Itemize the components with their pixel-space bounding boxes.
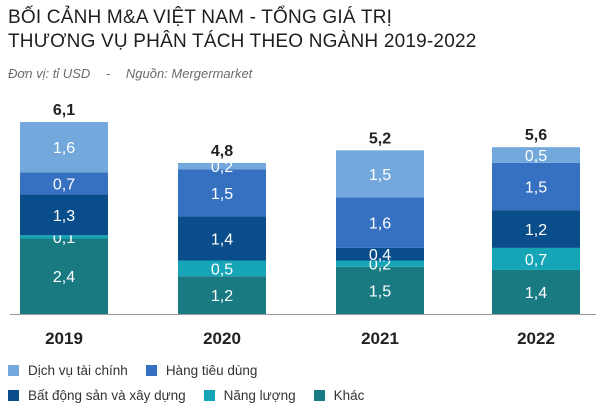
legend-item: Khác bbox=[313, 388, 365, 403]
legend-label: Bất động sản và xây dựng bbox=[28, 388, 186, 403]
bar-segment-2021-3 bbox=[336, 197, 424, 248]
bar-segment-2022-1 bbox=[492, 247, 580, 270]
data-label-2020-3: 1,5 bbox=[211, 186, 233, 203]
chart-title-line-2: THƯƠNG VỤ PHÂN TÁCH THEO NGÀNH 2019-2022 bbox=[8, 31, 477, 52]
x-tick-label-2021: 2021 bbox=[361, 329, 399, 348]
data-label-2021-0: 1,5 bbox=[369, 283, 391, 300]
data-label-2021-1: 0,2 bbox=[369, 257, 391, 274]
bar-segment-2020-0 bbox=[178, 276, 266, 314]
bar-segment-2021-1 bbox=[336, 260, 424, 267]
data-label-2022-2: 1,2 bbox=[525, 222, 547, 239]
x-tick-label-2022: 2022 bbox=[517, 329, 555, 348]
source-label: Nguồn: Mergermarket bbox=[125, 66, 253, 81]
legend-item: Bất động sản và xây dựng bbox=[8, 388, 186, 403]
bar-segment-2022-3 bbox=[492, 162, 580, 211]
legend-swatch bbox=[313, 390, 325, 401]
bar-segment-2022-0 bbox=[492, 269, 580, 314]
data-label-2020-1: 0,5 bbox=[211, 261, 233, 278]
legend-row: Bất động sản và xây dựng Năng lượng Khác bbox=[8, 383, 598, 408]
data-label-2021-2: 0,4 bbox=[369, 247, 391, 264]
legend-swatch bbox=[203, 390, 215, 401]
data-label-2020-2: 1,4 bbox=[211, 231, 233, 248]
bar-segment-2022-4 bbox=[492, 147, 580, 163]
legend-swatch bbox=[8, 365, 19, 376]
bar-segment-2019-3 bbox=[20, 172, 108, 195]
bar-segment-2022-2 bbox=[492, 210, 580, 248]
total-label-2022: 5,6 bbox=[525, 127, 547, 144]
legend-label: Dịch vụ tài chính bbox=[28, 363, 128, 378]
bar-segment-2019-2 bbox=[20, 194, 108, 236]
data-label-2022-1: 0,7 bbox=[525, 252, 547, 269]
x-tick-label-2020: 2020 bbox=[203, 329, 241, 348]
legend-swatch bbox=[8, 390, 19, 401]
data-label-2020-4: 0,2 bbox=[211, 159, 233, 176]
legend-item: Hàng tiêu dùng bbox=[145, 363, 258, 378]
bar-segment-2019-1 bbox=[20, 235, 108, 239]
bar-segment-2019-0 bbox=[20, 238, 108, 314]
subtitle-separator: - bbox=[105, 66, 111, 81]
chart-legend: Dịch vụ tài chính Hàng tiêu dùng Bất động … bbox=[8, 358, 598, 408]
total-label-2019: 6,1 bbox=[53, 102, 75, 119]
bar-segment-2021-2 bbox=[336, 247, 424, 261]
data-label-2019-2: 1,3 bbox=[53, 208, 75, 225]
legend-row: Dịch vụ tài chính Hàng tiêu dùng bbox=[8, 358, 598, 383]
bar-segment-2020-4 bbox=[178, 162, 266, 170]
data-label-2019-4: 1,6 bbox=[53, 140, 75, 157]
bar-segment-2020-1 bbox=[178, 260, 266, 277]
bar-segment-2020-3 bbox=[178, 169, 266, 217]
legend-label: Năng lượng bbox=[223, 388, 296, 403]
data-label-2022-3: 1,5 bbox=[525, 180, 547, 197]
total-label-2020: 4,8 bbox=[211, 143, 233, 160]
legend-swatch bbox=[145, 365, 157, 376]
data-label-2021-4: 1,5 bbox=[369, 167, 391, 184]
chart-subtitle: Đơn vị: tỉ USD - Nguồn: Mergermarket bbox=[8, 66, 252, 81]
data-label-2022-0: 1,4 bbox=[525, 285, 547, 302]
bar-segment-2019-4 bbox=[20, 122, 108, 173]
bar-segment-2021-0 bbox=[336, 266, 424, 314]
legend-item: Dịch vụ tài chính bbox=[8, 363, 128, 378]
data-label-2022-4: 0,5 bbox=[525, 148, 547, 165]
data-label-2021-3: 1,6 bbox=[369, 216, 391, 233]
bar-segment-2021-4 bbox=[336, 150, 424, 198]
unit-label: Đơn vị: tỉ USD bbox=[8, 66, 91, 81]
chart-title-line-1: BỐI CẢNH M&A VIỆT NAM - TỔNG GIÁ TRỊ bbox=[8, 7, 393, 28]
chart-title: BỐI CẢNH M&A VIỆT NAM - TỔNG GIÁ TRỊ THƯ… bbox=[8, 6, 477, 54]
x-tick-label-2019: 2019 bbox=[45, 329, 83, 348]
legend-label: Hàng tiêu dùng bbox=[165, 363, 258, 378]
data-label-2019-3: 0,7 bbox=[53, 176, 75, 193]
legend-item: Năng lượng bbox=[203, 388, 296, 403]
legend-label: Khác bbox=[333, 388, 365, 403]
data-label-2019-0: 2,4 bbox=[53, 269, 75, 286]
bar-segment-2020-2 bbox=[178, 216, 266, 261]
data-label-2020-0: 1,2 bbox=[211, 288, 233, 305]
total-label-2021: 5,2 bbox=[369, 130, 391, 147]
